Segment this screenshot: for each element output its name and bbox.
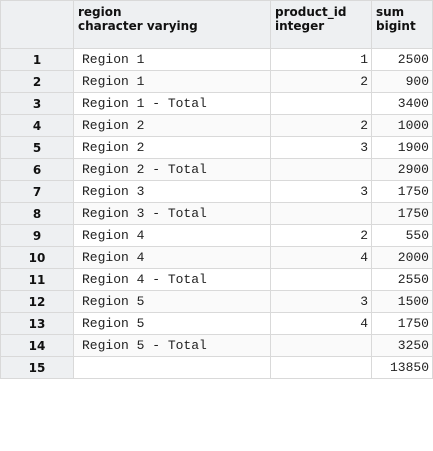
- table-row[interactable]: 5 Region 2 3 1900: [0, 136, 433, 159]
- table-row[interactable]: 4 Region 2 2 1000: [0, 114, 433, 137]
- cell-region[interactable]: Region 2: [73, 114, 271, 137]
- cell-sum[interactable]: 2000: [371, 246, 433, 269]
- cell-sum[interactable]: 3250: [371, 334, 433, 357]
- row-number[interactable]: 10: [0, 246, 74, 269]
- cell-product-id[interactable]: [270, 334, 372, 357]
- cell-product-id[interactable]: [270, 158, 372, 181]
- column-name: sum: [376, 5, 405, 19]
- table-row[interactable]: 3 Region 1 - Total 3400: [0, 92, 433, 115]
- table-row[interactable]: 2 Region 1 2 900: [0, 70, 433, 93]
- cell-sum[interactable]: 1750: [371, 202, 433, 225]
- cell-sum[interactable]: 1900: [371, 136, 433, 159]
- table-row[interactable]: 7 Region 3 3 1750: [0, 180, 433, 203]
- cell-region[interactable]: Region 4: [73, 224, 271, 247]
- cell-product-id[interactable]: [270, 202, 372, 225]
- cell-product-id[interactable]: 4: [270, 246, 372, 269]
- cell-product-id[interactable]: [270, 356, 372, 379]
- row-number[interactable]: 8: [0, 202, 74, 225]
- table-row[interactable]: 15 13850: [0, 356, 433, 379]
- cell-region[interactable]: Region 2: [73, 136, 271, 159]
- row-number[interactable]: 15: [0, 356, 74, 379]
- column-type: bigint: [376, 19, 416, 33]
- row-number[interactable]: 6: [0, 158, 74, 181]
- table-row[interactable]: 11 Region 4 - Total 2550: [0, 268, 433, 291]
- column-type: character varying: [78, 19, 198, 33]
- column-name: product_id: [275, 5, 347, 19]
- cell-region[interactable]: Region 2 - Total: [73, 158, 271, 181]
- row-number[interactable]: 2: [0, 70, 74, 93]
- cell-product-id[interactable]: 2: [270, 70, 372, 93]
- cell-region[interactable]: Region 5: [73, 290, 271, 313]
- table-row[interactable]: 6 Region 2 - Total 2900: [0, 158, 433, 181]
- header-row: region character varying product_id inte…: [0, 0, 433, 49]
- column-header-product-id[interactable]: product_id integer: [270, 0, 372, 49]
- cell-region[interactable]: Region 4: [73, 246, 271, 269]
- cell-product-id[interactable]: 3: [270, 290, 372, 313]
- row-number[interactable]: 5: [0, 136, 74, 159]
- row-number[interactable]: 14: [0, 334, 74, 357]
- table-row[interactable]: 9 Region 4 2 550: [0, 224, 433, 247]
- cell-product-id[interactable]: 4: [270, 312, 372, 335]
- cell-region[interactable]: Region 1: [73, 70, 271, 93]
- table-row[interactable]: 13 Region 5 4 1750: [0, 312, 433, 335]
- result-grid: region character varying product_id inte…: [0, 0, 433, 379]
- cell-region[interactable]: Region 4 - Total: [73, 268, 271, 291]
- cell-sum[interactable]: 1750: [371, 180, 433, 203]
- cell-sum[interactable]: 13850: [371, 356, 433, 379]
- row-number[interactable]: 4: [0, 114, 74, 137]
- column-header-region[interactable]: region character varying: [73, 0, 271, 49]
- cell-product-id[interactable]: 2: [270, 114, 372, 137]
- row-number[interactable]: 9: [0, 224, 74, 247]
- cell-sum[interactable]: 1750: [371, 312, 433, 335]
- cell-product-id[interactable]: [270, 92, 372, 115]
- row-number[interactable]: 1: [0, 48, 74, 71]
- row-number[interactable]: 13: [0, 312, 74, 335]
- cell-sum[interactable]: 900: [371, 70, 433, 93]
- cell-region[interactable]: Region 1 - Total: [73, 92, 271, 115]
- column-type: integer: [275, 19, 325, 33]
- cell-product-id[interactable]: [270, 268, 372, 291]
- row-number[interactable]: 12: [0, 290, 74, 313]
- cell-region[interactable]: Region 3 - Total: [73, 202, 271, 225]
- cell-product-id[interactable]: 3: [270, 136, 372, 159]
- row-number[interactable]: 3: [0, 92, 74, 115]
- cell-region[interactable]: Region 3: [73, 180, 271, 203]
- cell-sum[interactable]: 2550: [371, 268, 433, 291]
- table-row[interactable]: 14 Region 5 - Total 3250: [0, 334, 433, 357]
- row-number[interactable]: 7: [0, 180, 74, 203]
- column-header-sum[interactable]: sum bigint: [371, 0, 433, 49]
- cell-sum[interactable]: 2900: [371, 158, 433, 181]
- table-row[interactable]: 8 Region 3 - Total 1750: [0, 202, 433, 225]
- corner-cell[interactable]: [0, 0, 74, 49]
- cell-sum[interactable]: 1500: [371, 290, 433, 313]
- column-name: region: [78, 5, 122, 19]
- cell-region[interactable]: Region 5: [73, 312, 271, 335]
- cell-region[interactable]: Region 5 - Total: [73, 334, 271, 357]
- grid-body: 1 Region 1 1 2500 2 Region 1 2 900 3 Region 1 - T…: [0, 48, 433, 379]
- cell-sum[interactable]: 2500: [371, 48, 433, 71]
- row-number[interactable]: 11: [0, 268, 74, 291]
- cell-sum[interactable]: 3400: [371, 92, 433, 115]
- table-row[interactable]: 10 Region 4 4 2000: [0, 246, 433, 269]
- cell-product-id[interactable]: 2: [270, 224, 372, 247]
- table-row[interactable]: 12 Region 5 3 1500: [0, 290, 433, 313]
- cell-product-id[interactable]: 1: [270, 48, 372, 71]
- cell-product-id[interactable]: 3: [270, 180, 372, 203]
- cell-sum[interactable]: 1000: [371, 114, 433, 137]
- cell-region[interactable]: Region 1: [73, 48, 271, 71]
- cell-region[interactable]: [73, 356, 271, 379]
- table-row[interactable]: 1 Region 1 1 2500: [0, 48, 433, 71]
- cell-sum[interactable]: 550: [371, 224, 433, 247]
